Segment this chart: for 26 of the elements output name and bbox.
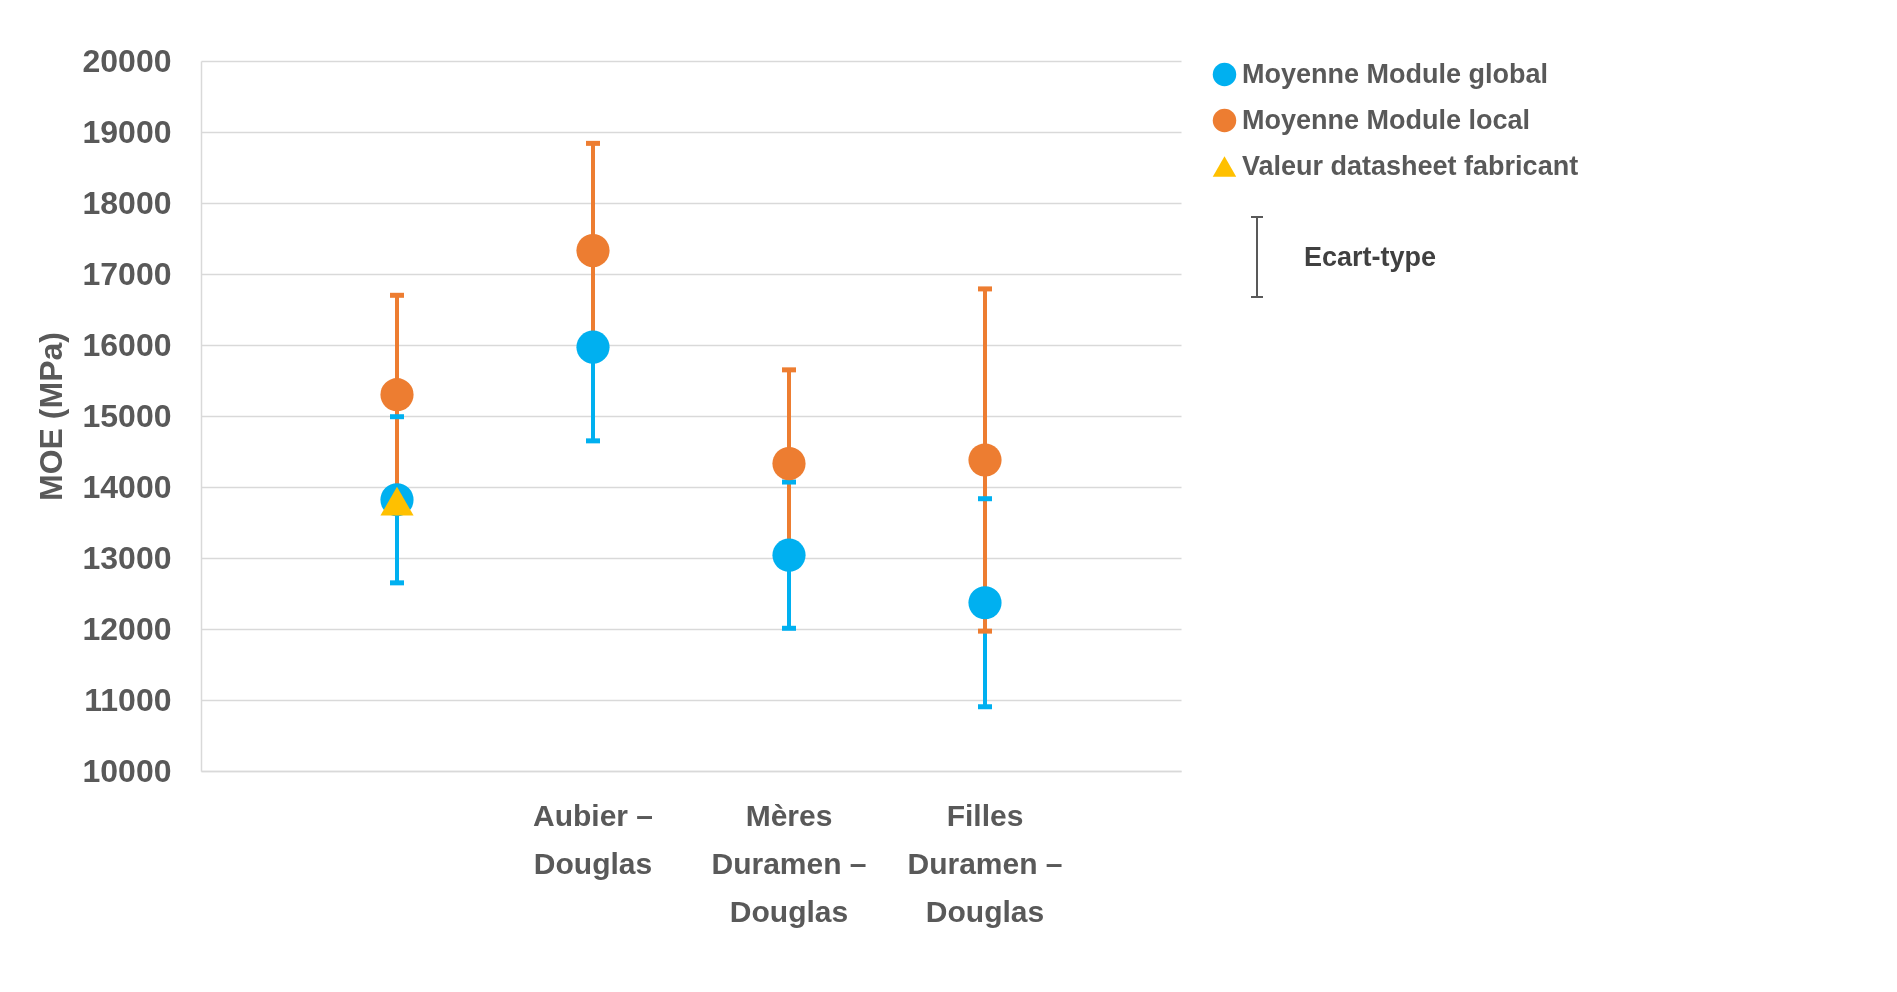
point <box>772 447 806 481</box>
point <box>576 234 610 268</box>
point <box>968 443 1002 477</box>
y-tick-label: 14000 <box>82 468 172 505</box>
y-tick-label: 13000 <box>82 539 172 576</box>
y-axis-title: MOE (MPa) <box>32 332 69 501</box>
x-tick-label: Aubier – Douglas <box>532 798 654 880</box>
x-tick-label: Mères Duramen – Douglas <box>711 798 867 928</box>
y-tick-label: 11000 <box>84 681 172 718</box>
y-tick-label: 15000 <box>82 397 172 434</box>
point <box>772 538 806 572</box>
text: Ecart-type <box>1304 241 1437 273</box>
legend-label: Valeur datasheet fabricant <box>1242 150 1579 181</box>
y-tick-label: 10000 <box>82 752 172 789</box>
y-tick-label: 12000 <box>82 610 172 647</box>
point <box>576 330 610 364</box>
point <box>380 378 414 412</box>
y-tick-label: 18000 <box>82 184 172 221</box>
y-tick-label: 19000 <box>82 113 172 150</box>
y-tick-label: 17000 <box>82 255 172 292</box>
legend-label: Moyenne Module global <box>1242 58 1549 89</box>
y-tick-label: 16000 <box>82 326 172 363</box>
legend-label: Moyenne Module local <box>1242 104 1531 135</box>
y-tick-label: 20000 <box>82 42 172 79</box>
point <box>968 586 1002 620</box>
x-tick-label: Filles Duramen – Douglas <box>907 798 1063 928</box>
